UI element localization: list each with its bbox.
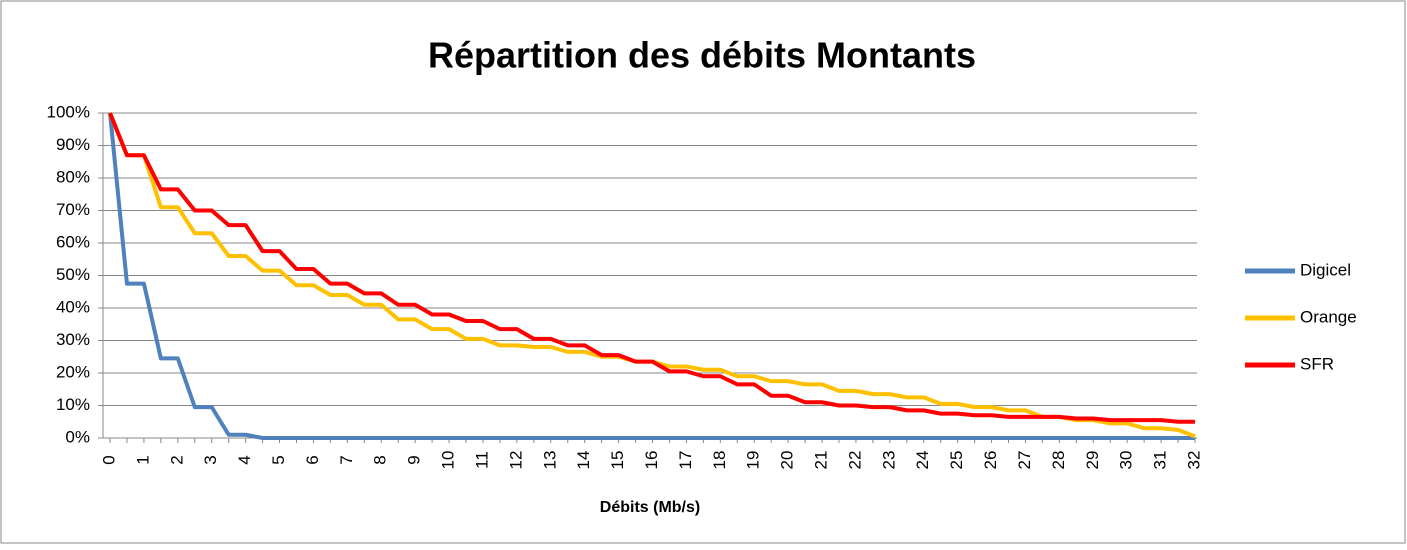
x-tick-label: 14 bbox=[574, 451, 593, 470]
y-tick-label: 20% bbox=[56, 362, 90, 381]
x-tick-label: 19 bbox=[744, 451, 763, 470]
x-tick-label: 21 bbox=[812, 451, 831, 470]
y-tick-label: 80% bbox=[56, 167, 90, 186]
x-tick-label: 23 bbox=[879, 451, 898, 470]
x-tick-label: 15 bbox=[608, 451, 627, 470]
legend-label: Digicel bbox=[1300, 260, 1351, 279]
x-tick-label: 12 bbox=[506, 451, 525, 470]
y-tick-label: 100% bbox=[47, 102, 90, 121]
chart-title: Répartition des débits Montants bbox=[428, 35, 976, 76]
x-tick-label: 2 bbox=[167, 455, 186, 464]
x-tick-label: 7 bbox=[337, 455, 356, 464]
series-line bbox=[108, 112, 1195, 440]
x-tick-label: 31 bbox=[1151, 451, 1170, 470]
x-tick-label: 9 bbox=[405, 455, 424, 464]
x-tick-label: 27 bbox=[1015, 451, 1034, 470]
x-tick-label: 0 bbox=[99, 455, 118, 464]
y-tick-label: 40% bbox=[56, 297, 90, 316]
x-tick-label: 20 bbox=[778, 451, 797, 470]
x-tick-label: 17 bbox=[676, 451, 695, 470]
y-tick-label: 30% bbox=[56, 330, 90, 349]
x-tick-label: 22 bbox=[845, 451, 864, 470]
x-tick-label: 29 bbox=[1083, 451, 1102, 470]
x-tick-label: 30 bbox=[1117, 451, 1136, 470]
y-tick-label: 50% bbox=[56, 265, 90, 284]
x-tick-label: 8 bbox=[371, 455, 390, 464]
x-tick-label: 6 bbox=[303, 455, 322, 464]
x-tick-label: 26 bbox=[981, 451, 1000, 470]
x-tick-label: 24 bbox=[913, 451, 932, 470]
x-tick-label: 11 bbox=[472, 451, 491, 469]
y-tick-label: 60% bbox=[56, 232, 90, 251]
legend-label: Orange bbox=[1300, 307, 1357, 326]
x-tick-label: 16 bbox=[642, 451, 661, 470]
x-tick-label: 13 bbox=[540, 451, 559, 470]
x-tick-label: 25 bbox=[947, 451, 966, 470]
legend-label: SFR bbox=[1300, 354, 1334, 373]
x-tick-label: 10 bbox=[439, 451, 458, 470]
x-axis-title: Débits (Mb/s) bbox=[600, 499, 700, 516]
series-line bbox=[108, 112, 1195, 424]
y-tick-label: 0% bbox=[65, 427, 90, 446]
x-tick-label: 32 bbox=[1184, 451, 1203, 470]
x-tick-label: 5 bbox=[269, 455, 288, 464]
x-tick-label: 3 bbox=[201, 455, 220, 464]
x-tick-label: 18 bbox=[710, 451, 729, 470]
x-tick-label: 28 bbox=[1049, 451, 1068, 470]
y-tick-label: 10% bbox=[56, 395, 90, 414]
x-tick-label: 1 bbox=[133, 455, 152, 464]
y-tick-label: 70% bbox=[56, 200, 90, 219]
y-tick-label: 90% bbox=[56, 135, 90, 154]
x-tick-label: 4 bbox=[235, 455, 254, 464]
